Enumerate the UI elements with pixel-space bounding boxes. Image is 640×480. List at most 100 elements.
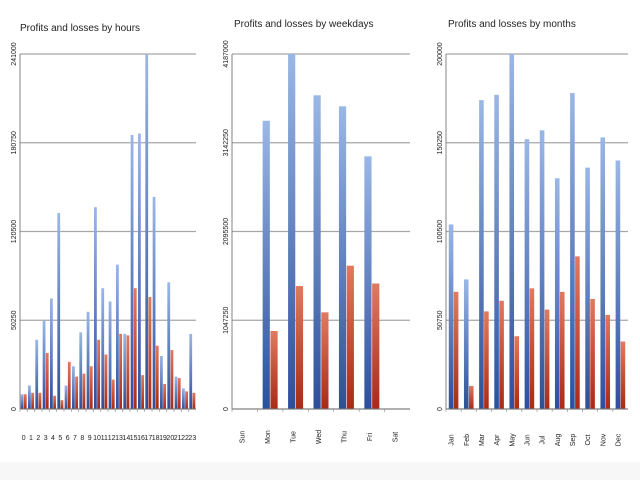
bar-profit — [585, 167, 590, 409]
bar-profit — [130, 135, 134, 409]
bar-profit — [182, 388, 185, 409]
x-tick-label: Sep — [570, 434, 577, 447]
y-tick-label: 1047250 — [223, 307, 230, 334]
bar-loss — [31, 392, 34, 409]
bar-profit — [72, 366, 75, 409]
bar-profit — [494, 94, 499, 409]
bar-loss — [141, 375, 144, 409]
y-tick-label: 0 — [11, 407, 18, 411]
y-tick-label: 3142250 — [223, 129, 230, 156]
bottom-band — [0, 462, 640, 480]
bar-profit — [262, 120, 270, 409]
bar-profit — [338, 106, 347, 409]
bar-loss — [82, 373, 86, 409]
bar-loss — [514, 336, 520, 409]
y-tick-label: 0 — [223, 407, 230, 411]
x-tick-label: Feb — [464, 434, 471, 446]
y-tick-label: 120500 — [11, 220, 18, 243]
bar-profit — [615, 160, 621, 409]
x-tick-label: Wed — [316, 430, 323, 444]
bar-loss — [155, 345, 159, 409]
bar-profit — [554, 178, 560, 409]
bar-loss — [126, 335, 130, 409]
x-tick-label: 22 — [181, 435, 189, 442]
bar-loss — [590, 298, 595, 409]
x-tick-label: Thu — [341, 431, 348, 443]
bar-profit — [524, 139, 530, 409]
bar-loss — [499, 300, 504, 409]
bar-profit — [174, 376, 178, 409]
x-tick-label: May — [509, 433, 516, 447]
bar-loss — [53, 395, 56, 409]
x-tick-label: 23 — [188, 435, 196, 442]
bar-profit — [364, 156, 372, 409]
bar-profit — [57, 213, 61, 409]
bar-loss — [89, 366, 93, 409]
bar-loss — [559, 291, 565, 409]
bar-loss — [529, 288, 535, 409]
bar-profit — [152, 196, 156, 409]
x-tick-label: Oct — [585, 435, 592, 446]
x-tick-label: 2 — [36, 435, 40, 442]
x-tick-label: 10 — [93, 435, 101, 442]
bar-profit — [463, 279, 469, 409]
bar-profit — [42, 320, 46, 409]
bar-profit — [145, 54, 149, 409]
bar-profit — [313, 95, 321, 410]
x-tick-label: Sun — [240, 431, 247, 444]
bar-profit — [28, 385, 31, 409]
x-tick-label: Nov — [600, 433, 607, 446]
bar-profit — [108, 301, 112, 409]
y-tick-label: 241000 — [11, 42, 18, 65]
chart-title: Profits and losses by months — [448, 19, 576, 30]
bar-loss — [321, 312, 329, 409]
x-tick-label: Tue — [291, 431, 298, 443]
x-tick-label: 12 — [108, 435, 116, 442]
bar-loss — [111, 379, 115, 409]
bar-loss — [133, 288, 137, 409]
x-tick-label: Dec — [615, 433, 622, 446]
x-tick-label: 11 — [101, 435, 108, 442]
x-tick-label: 0 — [22, 435, 26, 442]
bar-profit — [448, 224, 454, 409]
bar-loss — [163, 383, 166, 409]
bar-loss — [97, 339, 100, 409]
y-tick-label: 4187000 — [223, 40, 230, 67]
bar-profit — [86, 311, 90, 409]
bar-profit — [160, 355, 163, 409]
x-tick-label: 21 — [174, 435, 182, 442]
chart-profits-by-months: Profits and losses by months 0 50750 10050… — [437, 19, 628, 447]
x-tick-label: 19 — [159, 435, 167, 442]
x-tick-label: 14 — [122, 435, 130, 442]
x-tick-label: Sat — [392, 432, 399, 443]
x-tick-label: 15 — [130, 435, 138, 442]
bar-loss — [119, 333, 122, 409]
bar-loss — [620, 341, 626, 409]
bar-loss — [453, 291, 459, 409]
x-tick-label: Jan — [449, 434, 456, 445]
x-tick-label: 8 — [80, 435, 84, 442]
y-tick-label: 0 — [437, 407, 444, 411]
bar-loss — [60, 400, 64, 409]
x-tick-label: Fri — [367, 432, 374, 441]
y-tick-label: 150250 — [437, 131, 444, 154]
bar-loss — [38, 392, 42, 409]
bar-loss — [544, 309, 550, 409]
x-tick-label: Jun — [524, 434, 531, 445]
y-tick-label: 100500 — [437, 220, 444, 243]
bar-loss — [45, 353, 49, 409]
bar-loss — [575, 256, 580, 409]
x-tick-label: 4 — [51, 435, 55, 442]
bar-profit — [479, 100, 484, 410]
bar-loss — [372, 283, 380, 409]
bar-loss — [104, 354, 108, 409]
bar-profit — [116, 264, 119, 409]
y-tick-label: 2095500 — [223, 218, 230, 245]
bar-loss — [605, 314, 611, 409]
x-tick-label: Mon — [265, 430, 272, 444]
bar-loss — [192, 392, 196, 409]
bar-loss — [23, 394, 27, 409]
bar-profit — [101, 288, 105, 409]
y-tick-label: 180750 — [11, 131, 18, 154]
